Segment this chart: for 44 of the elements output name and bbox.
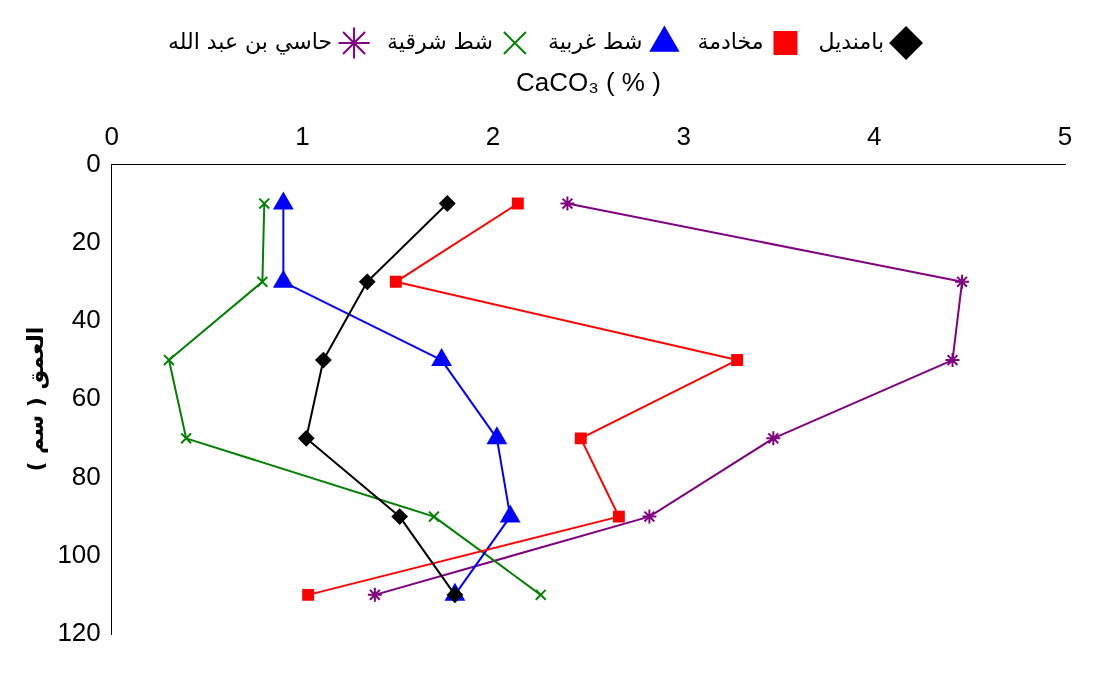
point — [559, 195, 576, 212]
point — [302, 588, 315, 601]
point — [511, 197, 524, 210]
point — [315, 352, 332, 369]
y-axis-title: العمق ( سم ) — [22, 326, 49, 472]
point — [298, 430, 315, 447]
legend-label: حاسي بن عبد الله — [167, 28, 333, 55]
point — [366, 586, 383, 603]
point — [389, 275, 402, 288]
legend-label: شط غربية — [547, 28, 643, 54]
y-tick-label: 80 — [71, 460, 101, 491]
point — [534, 588, 547, 601]
point — [163, 354, 175, 367]
point — [256, 275, 269, 288]
y-tick-label: 100 — [57, 538, 101, 569]
point — [574, 432, 587, 445]
point — [731, 354, 744, 367]
x-tick-label: 2 — [485, 120, 501, 151]
point — [641, 508, 658, 525]
point — [954, 273, 971, 290]
y-tick-label: 20 — [71, 225, 101, 256]
point — [439, 195, 456, 212]
point — [428, 510, 440, 523]
y-tick-label: 0 — [86, 147, 101, 178]
legend-label: مخادمة — [697, 28, 764, 54]
legend-label: بامنديل — [818, 28, 885, 54]
x-axis-title: CaCO₃ ( % ) — [515, 66, 661, 97]
x-tick-label: 1 — [295, 120, 310, 151]
y-tick-label: 40 — [71, 304, 101, 335]
x-tick-label: 5 — [1057, 120, 1073, 151]
x-tick-label: 3 — [676, 120, 691, 151]
point — [180, 432, 193, 445]
x-tick-label: 0 — [104, 120, 120, 151]
point — [391, 508, 408, 525]
point — [431, 349, 452, 367]
point — [765, 430, 782, 447]
point — [944, 352, 961, 369]
point — [612, 510, 625, 523]
legend-label: شط شرقية — [387, 28, 493, 54]
point — [359, 273, 376, 290]
y-tick-label: 60 — [71, 382, 101, 413]
x-tick-label: 4 — [867, 120, 882, 151]
point — [258, 197, 271, 210]
y-tick-label: 120 — [57, 617, 101, 648]
